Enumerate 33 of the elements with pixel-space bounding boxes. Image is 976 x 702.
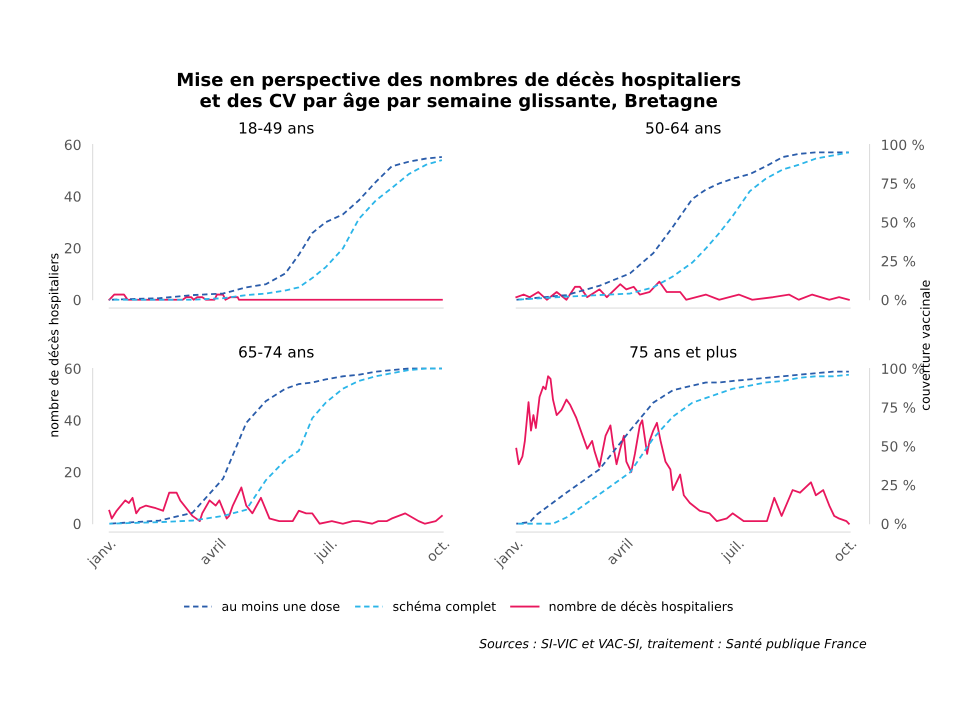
y-tick-label: 0 <box>74 294 81 306</box>
y2-tick-label: 75 % <box>882 178 916 189</box>
y-tick-label: 20 <box>64 466 81 478</box>
y2-tick-label: 0 % <box>882 294 906 306</box>
y-tick-label: 40 <box>64 415 81 426</box>
chart-subtitle: 18-49 ans <box>240 122 314 134</box>
chart-subtitle: 75 ans et plus <box>630 346 736 361</box>
y2-tick-label: 50 % <box>882 217 916 228</box>
x-tick-label: juil. <box>312 538 340 564</box>
y2-tick-label: 25 % <box>882 256 916 266</box>
y-tick-label: 20 <box>64 243 81 254</box>
y-tick-label: 40 <box>64 191 81 202</box>
y2-tick-label: 50 % <box>882 441 916 452</box>
y-tick-label: 0 <box>74 518 81 530</box>
legend-label: nombre de décès hospitaliers <box>550 600 733 614</box>
y-axis-title: nombre de décès hospitaliers <box>48 253 61 437</box>
x-tick-label: juil. <box>720 538 746 564</box>
y-tick-label: 60 <box>64 364 81 374</box>
x-tick-label: oct. <box>832 538 857 562</box>
y-tick-label: 60 <box>64 140 81 150</box>
y2-tick-label: 75 % <box>882 402 916 413</box>
chart-subtitle: 50-64 ans <box>646 122 721 134</box>
legend-label: schéma complet <box>393 600 496 614</box>
chart-subtitle: 65-74 ans <box>239 346 314 358</box>
legend-label: au moins une dose <box>222 601 340 612</box>
line-series <box>108 486 443 525</box>
y2-tick-label: 0 % <box>882 518 906 530</box>
line-series <box>515 151 850 301</box>
y2-tick-label: 100 % <box>882 140 924 150</box>
x-tick-label: oct. <box>426 538 450 562</box>
chart-title: Mise en perspective des nombres de décès hospitaliers et des CV par âge par semaine glissante, Bretagne <box>178 72 740 111</box>
source-note: Sources : SI-VIC et VAC-SI, traitement : Santé publique France <box>479 638 866 651</box>
y2-tick-label: 25 % <box>882 480 916 490</box>
